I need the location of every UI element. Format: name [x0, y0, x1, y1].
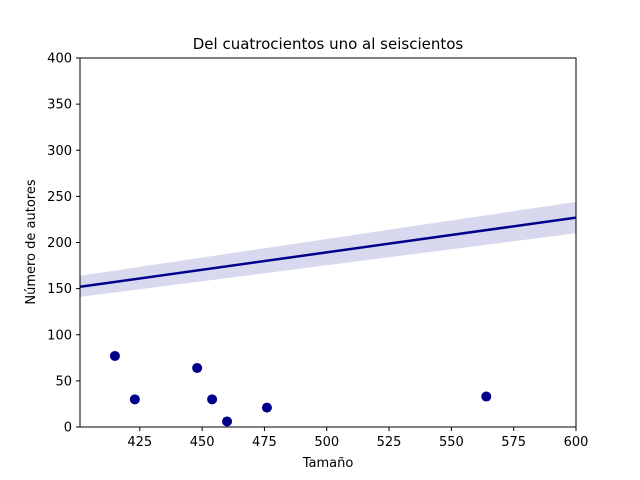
data-point	[261, 402, 272, 413]
chart-title: Del cuatrocientos uno al seiscientos	[193, 35, 464, 53]
x-axis: 425 450 475 500 525 550 575 600	[127, 427, 588, 450]
x-tick-label: 550	[439, 435, 464, 450]
data-point	[129, 394, 140, 405]
x-axis-label: Tamaño	[302, 456, 354, 471]
y-tick-label: 400	[47, 52, 72, 67]
data-point	[207, 394, 218, 405]
y-tick-label: 250	[47, 190, 72, 205]
y-axis-label: Número de autores	[24, 179, 39, 304]
x-tick-label: 525	[377, 435, 402, 450]
plot-area	[79, 201, 577, 427]
x-tick-label: 450	[190, 435, 215, 450]
regression-line	[79, 216, 577, 289]
data-point	[481, 391, 492, 402]
y-tick-label: 350	[47, 98, 72, 113]
x-tick-label: 600	[564, 435, 589, 450]
x-tick-label: 425	[127, 435, 152, 450]
y-tick-label: 0	[64, 421, 72, 436]
y-tick-label: 300	[47, 144, 72, 159]
x-tick-label: 575	[501, 435, 526, 450]
y-tick-label: 150	[47, 282, 72, 297]
y-tick-label: 100	[47, 328, 72, 343]
data-point	[222, 416, 233, 427]
y-axis: 0 50 100 150 200 250 300 350 400	[47, 52, 80, 436]
x-tick-label: 500	[314, 435, 339, 450]
data-point	[109, 350, 120, 361]
x-tick-label: 475	[252, 435, 277, 450]
confidence-band	[80, 201, 576, 297]
data-point	[192, 362, 203, 373]
y-tick-label: 200	[47, 236, 72, 251]
y-tick-label: 50	[55, 374, 72, 389]
